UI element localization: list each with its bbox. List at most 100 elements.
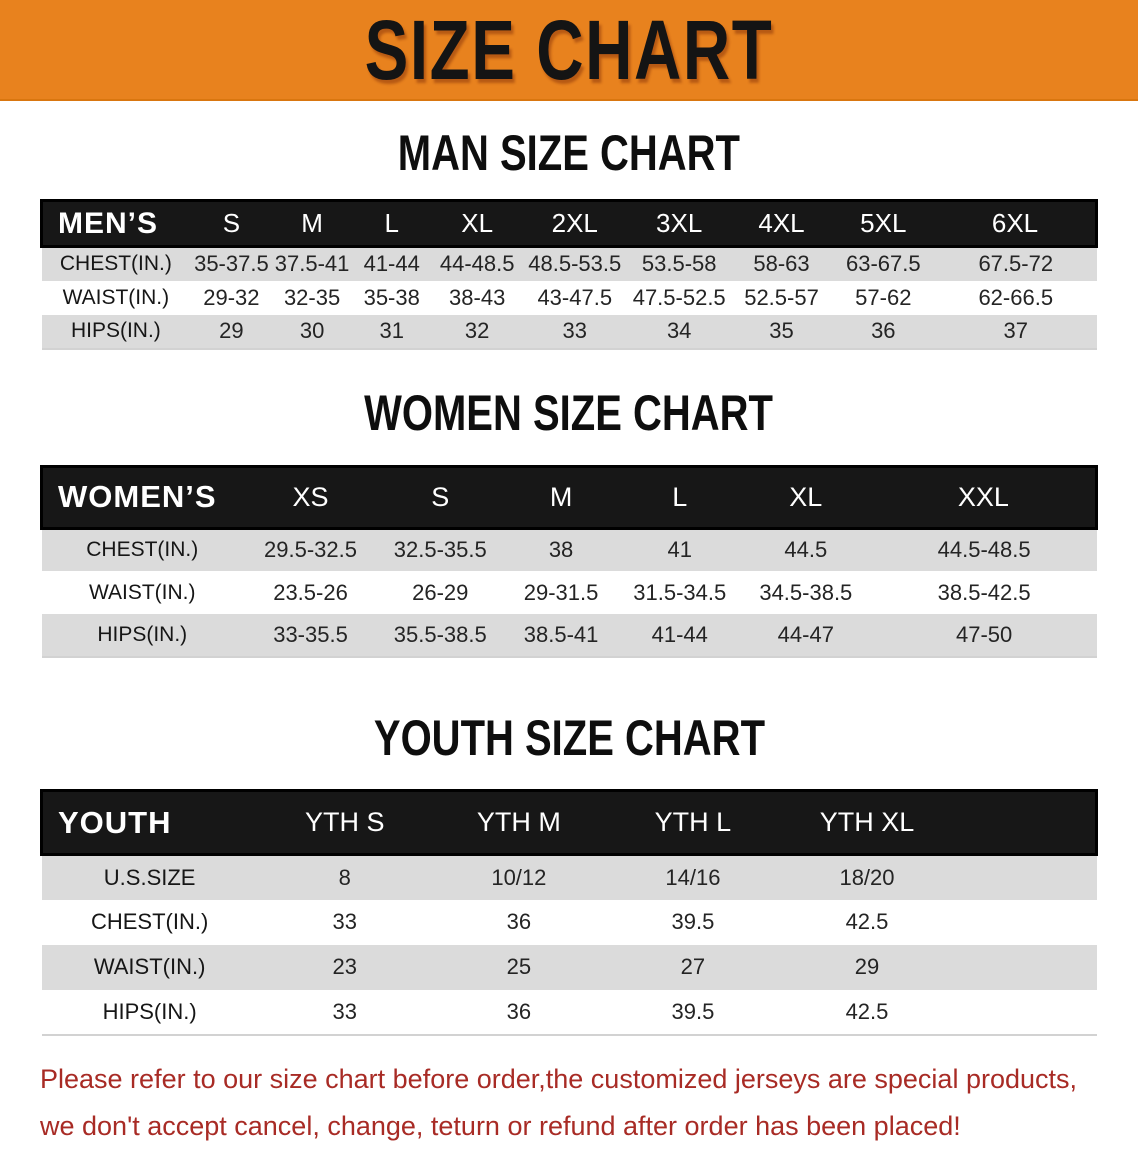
- table-group-label: YOUTH: [39, 789, 258, 856]
- measurement-value: 35.5-38.5: [393, 622, 487, 647]
- size-column-header: XXL: [871, 464, 1098, 530]
- measurement-value: 29: [854, 954, 880, 979]
- measurement-value: 41: [667, 537, 692, 563]
- men-section-heading-text: MAN SIZE CHART: [397, 125, 741, 181]
- women-section-heading: WOMEN SIZE CHART: [0, 388, 1138, 438]
- size-column-header: YTH XL: [779, 789, 955, 856]
- size-column-header: YTH L: [605, 789, 780, 856]
- table-row: WAIST(IN.) 29-32 32-35 35-38 38-43 43-47.5 47.…: [41, 280, 1097, 315]
- measurement-value: 47-50: [955, 622, 1013, 647]
- measurement-value: 41-44: [363, 251, 420, 277]
- measurement-value: 35-38: [363, 284, 420, 310]
- measurement-value: 41-44: [651, 622, 708, 647]
- measurement-value: 33-35.5: [273, 622, 348, 647]
- measurement-value: 25: [506, 954, 532, 979]
- measurement-value: 23.5-26: [273, 579, 348, 605]
- measurement-value: 33: [332, 998, 358, 1024]
- measurement-value: 36: [506, 909, 532, 934]
- table-row: CHEST(IN.) 33 36 39.5 42.5: [41, 899, 1097, 945]
- measurement-value: 27: [680, 954, 706, 979]
- measurement-value: 38-43: [449, 284, 506, 310]
- measurement-row-label: WAIST(IN.): [93, 954, 206, 979]
- women-section-heading-text: WOMEN SIZE CHART: [364, 384, 774, 441]
- measurement-value: 37: [1003, 318, 1028, 343]
- size-column-header: S: [190, 199, 273, 248]
- size-column-header: L: [619, 464, 740, 530]
- measurement-value: 37.5-41: [274, 251, 350, 277]
- youth-size-table: YOUTH YTH S YTH M YTH L YTH XL U.S.SIZE 8 10/12…: [39, 789, 1099, 1036]
- measurement-value: 33: [562, 318, 587, 343]
- measurement-value: 26-29: [412, 579, 469, 605]
- measurement-row-label: CHEST(IN.): [90, 909, 209, 934]
- measurement-row-label: HIPS(IN.): [97, 623, 188, 646]
- measurement-value: 38.5-41: [523, 622, 599, 647]
- men-section-heading: MAN SIZE CHART: [0, 128, 1138, 178]
- measurement-row-label: HIPS(IN.): [102, 998, 197, 1024]
- youth-section-heading-text: YOUTH SIZE CHART: [373, 710, 765, 766]
- measurement-value: 33: [332, 909, 358, 934]
- measurement-value: 29.5-32.5: [264, 537, 357, 563]
- measurement-row-label: CHEST(IN.): [59, 252, 172, 276]
- measurement-value: 53.5-58: [641, 251, 717, 277]
- size-column-header: YTH S: [257, 789, 432, 856]
- measurement-value: 14/16: [665, 864, 721, 890]
- measurement-value: 58-63: [753, 251, 810, 277]
- table-row: WAIST(IN.) 23.5-26 26-29 29-31.5 31.5-34.5 34…: [41, 571, 1097, 614]
- table-group-label: MEN’S: [40, 199, 191, 248]
- measurement-value: 10/12: [491, 864, 547, 890]
- measurement-value: 32.5-35.5: [393, 537, 487, 563]
- measurement-value: 39.5: [671, 909, 715, 934]
- measurement-value: 31.5-34.5: [633, 579, 727, 605]
- size-column-header: 6XL: [935, 199, 1098, 248]
- measurement-value: 38: [548, 537, 574, 563]
- measurement-value: 48.5-53.5: [528, 251, 622, 277]
- measurement-value: 29-31.5: [523, 579, 599, 605]
- table-row: U.S.SIZE 8 10/12 14/16 18/20: [41, 854, 1097, 900]
- size-column-header: YTH M: [431, 789, 606, 856]
- table-group-label: WOMEN’S: [40, 464, 243, 530]
- measurement-value: 57-62: [855, 284, 912, 310]
- measurement-value: 44-47: [777, 622, 834, 647]
- measurement-value: 47.5-52.5: [632, 284, 726, 310]
- measurement-value: 18/20: [839, 864, 895, 890]
- disclaimer-line-1: Please refer to our size chart before or…: [40, 1063, 1078, 1094]
- size-column-header: 4XL: [731, 199, 832, 248]
- table-row: HIPS(IN.) 33 36 39.5 42.5: [41, 989, 1097, 1035]
- measurement-value: [954, 900, 1096, 945]
- measurement-value: [954, 945, 1096, 990]
- size-column-header: XL: [431, 199, 523, 248]
- measurement-value: 38.5-42.5: [937, 579, 1031, 605]
- measurement-value: 36: [506, 998, 532, 1024]
- size-column-header: M: [272, 199, 352, 248]
- size-column-header: S: [378, 464, 503, 530]
- women-size-table: WOMEN’S XS S M L XL XXL CHEST(IN.) 29.5-32.5 32.5…: [40, 464, 1098, 658]
- measurement-value: 43-47.5: [537, 284, 613, 310]
- size-header-row: YOUTH YTH S YTH M YTH L YTH XL: [39, 789, 1099, 856]
- measurement-value: 30: [299, 318, 325, 343]
- size-column-header: M: [502, 464, 620, 530]
- measurement-value: 44.5-48.5: [937, 537, 1031, 563]
- measurement-row-label: HIPS(IN.): [70, 319, 161, 342]
- measurement-value: 34.5-38.5: [759, 579, 853, 605]
- table-row: HIPS(IN.) 29 30 31 32 33 34 35 36 37: [41, 314, 1097, 349]
- measurement-value: 31: [379, 318, 404, 343]
- size-column-header: 3XL: [626, 199, 732, 248]
- measurement-value: 8: [338, 864, 351, 890]
- table-row: HIPS(IN.) 33-35.5 35.5-38.5 38.5-41 41-44 44-…: [41, 614, 1097, 657]
- measurement-value: 35-37.5: [194, 251, 269, 277]
- measurement-value: 29-32: [203, 284, 260, 310]
- table-row: CHEST(IN.) 35-37.5 37.5-41 41-44 44-48.5 48.5…: [41, 246, 1097, 281]
- youth-section-heading: YOUTH SIZE CHART: [0, 713, 1138, 763]
- measurement-value: 23: [332, 954, 358, 979]
- measurement-value: [954, 990, 1096, 1035]
- measurement-row-label: U.S.SIZE: [103, 864, 196, 890]
- size-header-row: WOMEN’S XS S M L XL XXL: [40, 464, 1098, 530]
- measurement-value: 67.5-72: [978, 251, 1054, 277]
- size-column-header: XL: [739, 464, 872, 530]
- table-row: CHEST(IN.) 29.5-32.5 32.5-35.5 38 41 44.5 44.5…: [41, 528, 1097, 571]
- size-header-row: MEN’S S M L XL 2XL 3XL 4XL 5XL 6XL: [40, 199, 1098, 248]
- measurement-value: 32: [464, 318, 490, 343]
- measurement-value: 44.5: [784, 537, 828, 563]
- men-size-table: MEN’S S M L XL 2XL 3XL 4XL 5XL 6XL CHEST(IN.) 35-37…: [40, 199, 1098, 350]
- size-column-header: [954, 789, 1099, 856]
